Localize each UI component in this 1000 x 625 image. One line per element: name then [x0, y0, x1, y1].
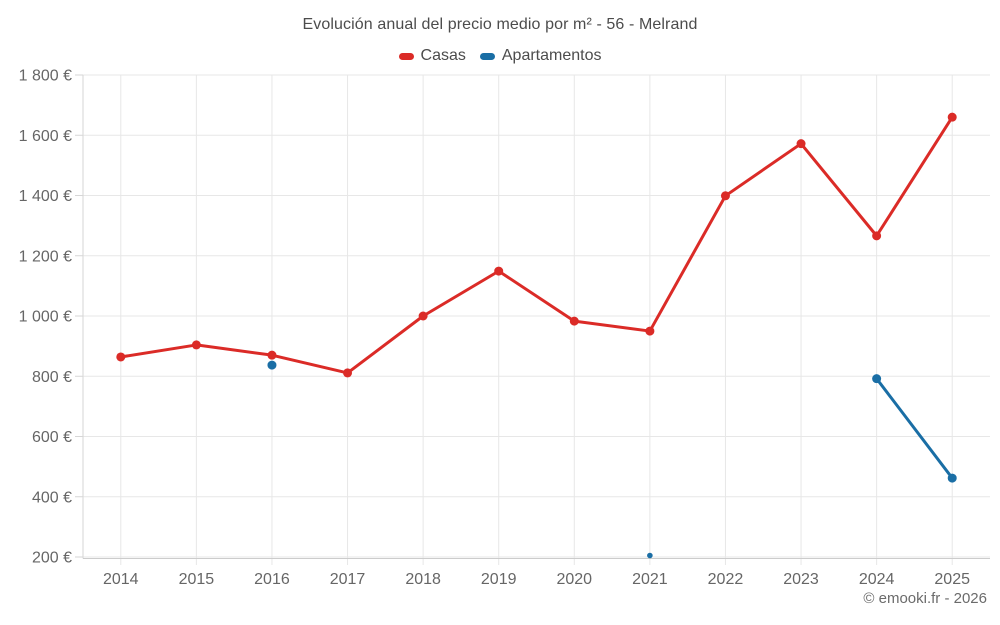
- data-point-casas-2017[interactable]: [343, 368, 353, 378]
- data-point-casas-2016[interactable]: [267, 350, 277, 360]
- data-point-casas-2023[interactable]: [796, 139, 806, 149]
- casas-line-segment: [346, 314, 425, 375]
- data-point-apartamentos-2025[interactable]: [947, 473, 957, 483]
- y-axis-label: 1 200 €: [19, 248, 72, 265]
- data-point-casas-2014[interactable]: [116, 352, 126, 362]
- casas-line-segment: [648, 194, 727, 333]
- legend-swatch-icon: [479, 52, 495, 60]
- casas-line-segment: [799, 142, 879, 238]
- data-point-casas-2025[interactable]: [947, 112, 957, 122]
- x-axis-label: 2017: [330, 571, 366, 588]
- data-point-casas-2018[interactable]: [418, 311, 428, 321]
- casas-line-segment: [572, 319, 652, 333]
- chart-title: Evolución anual del precio medio por m² …: [302, 16, 698, 33]
- legend-label: Casas: [420, 47, 466, 64]
- casas-line-segment: [194, 343, 274, 357]
- data-point-casas-2015[interactable]: [191, 340, 201, 350]
- data-point-casas-2019[interactable]: [494, 266, 504, 276]
- x-axis-label: 2025: [934, 571, 970, 588]
- data-point-casas-2022[interactable]: [720, 191, 730, 201]
- footer-credit: © emooki.fr - 2026: [863, 590, 987, 607]
- y-axis-label: 800 €: [32, 369, 72, 386]
- data-point-apartamentos-2024[interactable]: [872, 374, 882, 384]
- x-axis-label: 2019: [481, 571, 517, 588]
- legend-item-casas[interactable]: Casas: [398, 47, 466, 65]
- y-axis-label: 1 000 €: [19, 309, 72, 326]
- apartamentos-line-segment: [875, 377, 954, 480]
- x-axis-label: 2021: [632, 571, 668, 588]
- y-axis-label: 200 €: [32, 550, 72, 567]
- y-axis-label: 1 400 €: [19, 188, 72, 205]
- x-axis-label: 2014: [103, 571, 139, 588]
- y-axis-label: 600 €: [32, 429, 72, 446]
- x-axis-label: 2018: [405, 571, 441, 588]
- casas-line-segment: [497, 269, 576, 323]
- casas-line-segment: [421, 269, 501, 318]
- chart-legend: Casas Apartamentos: [0, 45, 1000, 67]
- data-point-apartamentos-2021[interactable]: [647, 552, 653, 559]
- x-axis-label: 2023: [783, 571, 819, 588]
- data-point-casas-2020[interactable]: [569, 316, 579, 326]
- casas-line-segment: [875, 115, 954, 238]
- legend-label: Apartamentos: [501, 47, 602, 64]
- x-axis-label: 2020: [556, 571, 592, 588]
- x-axis-label: 2016: [254, 571, 290, 588]
- x-axis-label: 2015: [179, 571, 215, 588]
- y-axis-label: 1 800 €: [19, 68, 72, 85]
- legend-swatch-icon: [398, 52, 414, 60]
- data-point-casas-2021[interactable]: [645, 326, 655, 336]
- legend-item-apartamentos[interactable]: Apartamentos: [479, 47, 602, 65]
- y-axis-label: 1 600 €: [19, 128, 72, 145]
- data-point-casas-2024[interactable]: [872, 231, 882, 241]
- x-axis-label: 2024: [859, 571, 895, 588]
- y-axis-label: 400 €: [32, 489, 72, 506]
- data-point-apartamentos-2016[interactable]: [267, 360, 277, 370]
- x-axis-label: 2022: [708, 571, 744, 588]
- casas-line-segment: [119, 343, 198, 359]
- casas-line-segment: [723, 142, 803, 198]
- casas-line-segment: [270, 353, 350, 375]
